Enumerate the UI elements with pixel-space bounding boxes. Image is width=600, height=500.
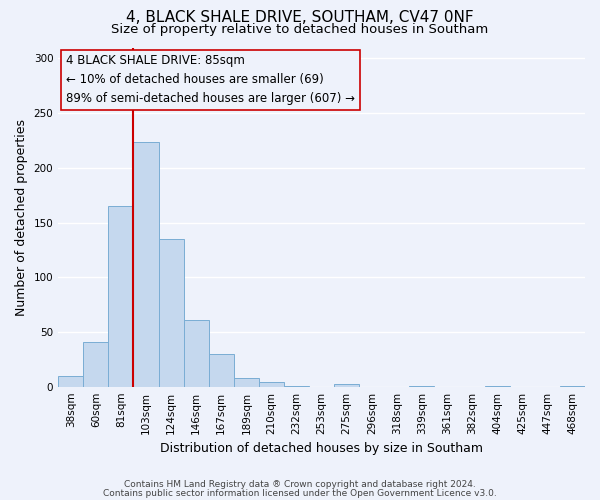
Text: Contains HM Land Registry data ® Crown copyright and database right 2024.: Contains HM Land Registry data ® Crown c… [124,480,476,489]
Bar [259,382,284,386]
Bar [58,376,83,386]
X-axis label: Distribution of detached houses by size in Southam: Distribution of detached houses by size … [160,442,483,455]
Text: Size of property relative to detached houses in Southam: Size of property relative to detached ho… [112,22,488,36]
Bar [334,384,359,386]
Bar [158,239,184,386]
Bar [209,354,234,386]
Bar [184,320,209,386]
Bar [133,142,158,386]
Text: 4, BLACK SHALE DRIVE, SOUTHAM, CV47 0NF: 4, BLACK SHALE DRIVE, SOUTHAM, CV47 0NF [126,10,474,25]
Text: 4 BLACK SHALE DRIVE: 85sqm
← 10% of detached houses are smaller (69)
89% of semi: 4 BLACK SHALE DRIVE: 85sqm ← 10% of deta… [66,54,355,106]
Y-axis label: Number of detached properties: Number of detached properties [15,118,28,316]
Text: Contains public sector information licensed under the Open Government Licence v3: Contains public sector information licen… [103,489,497,498]
Bar [83,342,109,386]
Bar [234,378,259,386]
Bar [109,206,133,386]
